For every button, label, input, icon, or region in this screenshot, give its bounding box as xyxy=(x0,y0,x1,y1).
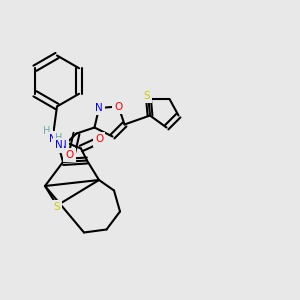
Text: N: N xyxy=(95,103,103,113)
Text: O: O xyxy=(95,134,103,145)
Text: S: S xyxy=(144,91,150,101)
Text: H: H xyxy=(40,128,48,138)
Text: N: N xyxy=(49,134,56,145)
Text: N: N xyxy=(54,134,62,145)
Text: H: H xyxy=(44,127,51,136)
Text: H: H xyxy=(55,133,62,143)
Text: O: O xyxy=(114,101,123,112)
Text: H: H xyxy=(47,139,55,149)
Text: O: O xyxy=(65,150,74,161)
Text: N: N xyxy=(59,140,67,151)
Text: S: S xyxy=(54,202,60,212)
Text: N: N xyxy=(55,140,62,151)
